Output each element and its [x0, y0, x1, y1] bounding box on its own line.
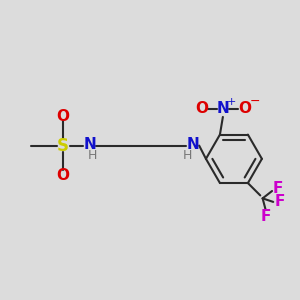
Text: S: S: [57, 136, 69, 154]
Text: N: N: [83, 136, 96, 152]
Text: F: F: [261, 208, 271, 224]
Text: N: N: [186, 136, 199, 152]
Text: H: H: [183, 149, 192, 162]
Text: H: H: [87, 149, 97, 162]
Text: F: F: [274, 194, 285, 209]
Text: +: +: [226, 97, 236, 106]
Text: N: N: [217, 101, 229, 116]
Text: −: −: [250, 95, 260, 108]
Text: O: O: [238, 101, 251, 116]
Text: F: F: [273, 181, 283, 196]
Text: O: O: [195, 101, 208, 116]
Text: O: O: [57, 167, 70, 182]
Text: O: O: [57, 109, 70, 124]
